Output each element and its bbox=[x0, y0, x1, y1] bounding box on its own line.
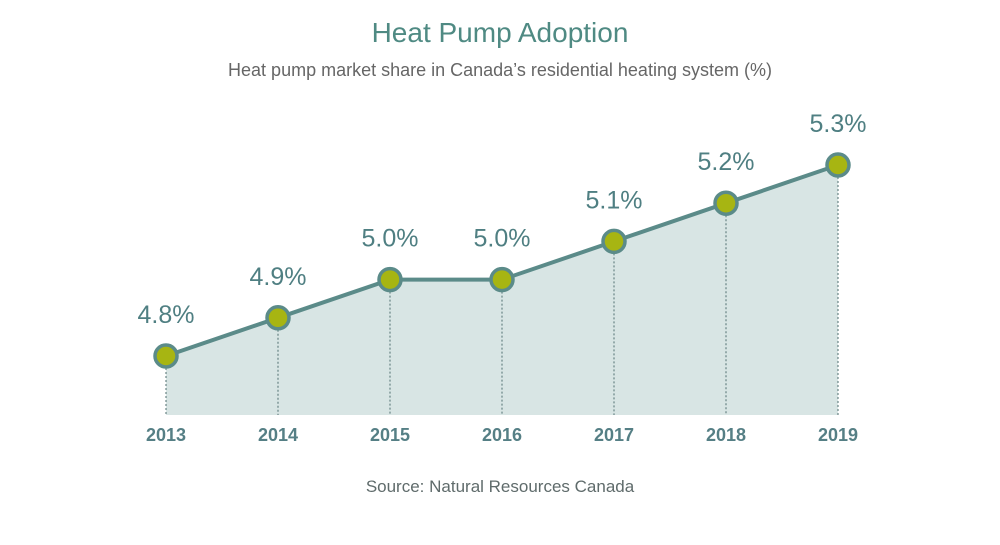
source-note: Source: Natural Resources Canada bbox=[365, 477, 635, 496]
x-tick-label: 2019 bbox=[818, 425, 858, 445]
data-point bbox=[825, 152, 851, 178]
data-point bbox=[265, 305, 291, 331]
x-tick-label: 2017 bbox=[594, 425, 634, 445]
data-label: 5.2% bbox=[698, 148, 755, 176]
x-tick-label: 2018 bbox=[706, 425, 746, 445]
data-label: 4.9% bbox=[250, 263, 307, 291]
x-axis-tick-labels: 2013 2014 2015 2016 2017 2018 2019 bbox=[146, 425, 858, 445]
data-markers bbox=[153, 152, 851, 369]
data-point bbox=[489, 266, 515, 293]
data-point bbox=[713, 190, 739, 216]
chart-title: Heat Pump Adoption bbox=[371, 17, 629, 48]
data-point bbox=[377, 266, 403, 293]
data-label: 4.8% bbox=[138, 301, 195, 329]
data-label: 5.3% bbox=[810, 110, 867, 138]
x-tick-label: 2014 bbox=[258, 425, 298, 445]
data-labels: 4.8% 4.9% 5.0% 5.0% 5.1% 5.2% 5.3% bbox=[138, 110, 867, 329]
data-point bbox=[601, 228, 627, 255]
data-point bbox=[153, 343, 179, 369]
chart-subtitle: Heat pump market share in Canada’s resid… bbox=[228, 60, 772, 80]
data-label: 5.1% bbox=[586, 186, 643, 214]
x-tick-label: 2015 bbox=[370, 425, 410, 445]
data-label: 5.0% bbox=[474, 225, 531, 253]
x-tick-label: 2013 bbox=[146, 425, 186, 445]
data-label: 5.0% bbox=[362, 225, 419, 253]
x-tick-label: 2016 bbox=[482, 425, 522, 445]
